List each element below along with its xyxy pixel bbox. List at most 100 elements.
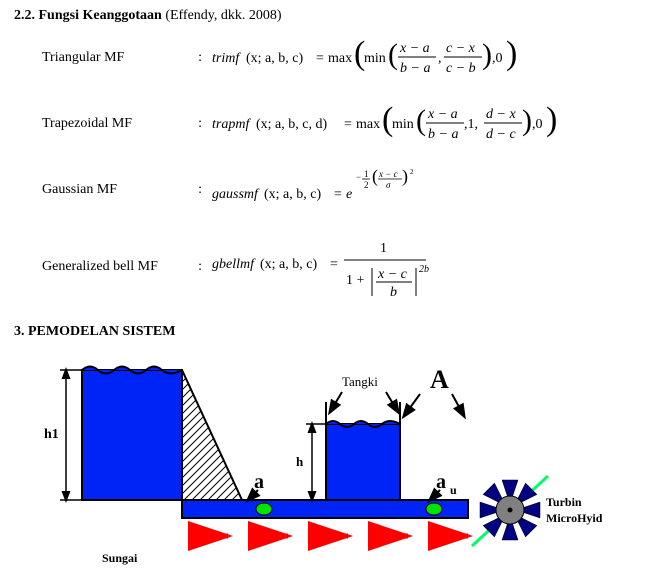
mf-label: Triangular MF :: [42, 50, 212, 66]
svg-text:): ): [402, 166, 408, 187]
svg-text:,: ,: [438, 51, 442, 66]
mf-label: Trapezoidal MF :: [42, 116, 212, 132]
svg-text:): ): [506, 35, 517, 72]
section-number: 2.2.: [14, 8, 35, 23]
section-heading: 2.2. Fungsi Keanggotaan (Effendy, dkk. 2…: [14, 8, 631, 24]
svg-text:−: −: [356, 172, 361, 182]
svg-text:): ): [522, 104, 532, 137]
label-tangki: Tangki: [342, 374, 378, 389]
svg-text:): ): [546, 101, 557, 138]
svg-text:(: (: [388, 38, 398, 71]
svg-text:,0: ,0: [532, 117, 543, 132]
svg-text:x − c: x − c: [378, 169, 398, 179]
mf-colon: :: [198, 116, 202, 132]
svg-text:d − x: d − x: [486, 107, 516, 122]
svg-text:a: a: [436, 471, 446, 493]
mf-row-triangular: Triangular MF : trimf (x; a, b, c) = max…: [42, 34, 631, 82]
mf-label: Gaussian MF :: [42, 182, 212, 198]
reservoir-sungai: [82, 367, 182, 501]
label-sungai: Sungai: [102, 551, 138, 565]
svg-text:e: e: [346, 187, 352, 202]
mf-label-text: Trapezoidal MF: [42, 116, 132, 132]
label-turbin1: Turbin: [546, 495, 582, 509]
fn-max: max: [328, 51, 352, 66]
svg-text:1: 1: [364, 169, 369, 179]
svg-text:gaussmf: gaussmf: [212, 187, 260, 202]
section-title-text: Fungsi Keanggotaan: [39, 8, 162, 23]
fn-eq: =: [316, 51, 324, 66]
fn-min: min: [364, 51, 386, 66]
mf-definitions: Triangular MF : trimf (x; a, b, c) = max…: [42, 34, 631, 302]
svg-text:1: 1: [380, 241, 387, 256]
section3-heading: 3. PEMODELAN SISTEM: [14, 324, 631, 340]
mf-formula-gauss: gaussmf (x; a, b, c) = e − 1 2 ( x − c σ: [212, 166, 631, 214]
svg-text:x − c: x − c: [377, 267, 408, 282]
dimension-h: [306, 424, 326, 500]
mf-colon: :: [198, 182, 202, 198]
system-diagram: h1 h Tangki A a a u: [42, 346, 631, 571]
svg-text:(x; a, b, c, d): (x; a, b, c, d): [256, 117, 327, 132]
mf-row-trapezoidal: Trapezoidal MF : trapmf (x; a, b, c, d) …: [42, 100, 631, 148]
svg-text:x − a: x − a: [427, 107, 458, 122]
svg-text:b − a: b − a: [428, 127, 458, 142]
svg-text:=: =: [330, 257, 338, 272]
mf-colon: :: [198, 259, 202, 275]
arrow-A-left: [404, 394, 420, 416]
svg-text:c − x: c − x: [446, 41, 476, 56]
svg-text:min: min: [392, 117, 414, 132]
svg-text:d − c: d − c: [486, 127, 516, 142]
svg-text:x − a: x − a: [399, 41, 430, 56]
svg-text:): ): [482, 38, 492, 71]
fn-name: trimf: [212, 51, 241, 66]
mf-formula-gbell: gbellmf (x; a, b, c) = 1 1 + x − c b 2b: [212, 232, 631, 302]
svg-text:b: b: [390, 285, 397, 300]
svg-text:2: 2: [364, 180, 369, 190]
svg-text:max: max: [356, 117, 380, 132]
mf-label: Generalized bell MF :: [42, 259, 212, 275]
label-turbin2: MicroHyidro: [546, 511, 602, 525]
svg-text:1 +: 1 +: [346, 273, 365, 288]
label-A: A: [430, 365, 449, 394]
valve-a: [256, 503, 272, 515]
svg-text:=: =: [344, 117, 352, 132]
svg-text:(: (: [372, 166, 378, 187]
label-h1: h1: [44, 427, 59, 442]
mf-formula-trapmf: trapmf (x; a, b, c, d) = max ( min ( x −…: [212, 100, 631, 148]
svg-text:2: 2: [410, 168, 414, 176]
arrow-tangki-left: [330, 392, 342, 412]
svg-text:u: u: [450, 483, 457, 497]
svg-text:σ: σ: [386, 180, 391, 190]
svg-text:b − a: b − a: [400, 61, 430, 76]
arrow-au: [430, 490, 440, 500]
svg-text:(: (: [416, 104, 426, 137]
label-a: a: [254, 471, 264, 493]
svg-text:c − b: c − b: [446, 61, 476, 76]
mf-label-text: Triangular MF: [42, 50, 124, 66]
mf-row-gbell: Generalized bell MF : gbellmf (x; a, b, …: [42, 232, 631, 302]
mf-row-gaussian: Gaussian MF : gaussmf (x; a, b, c) = e −…: [42, 166, 631, 214]
svg-text:2b: 2b: [419, 264, 429, 275]
fn-args: (x; a, b, c): [246, 51, 303, 66]
label-h: h: [296, 454, 304, 469]
pipe: [182, 500, 468, 518]
svg-text:trapmf: trapmf: [212, 117, 251, 132]
mf-formula-trimf: trimf (x; a, b, c) = max ( min ( x − a b…: [212, 34, 631, 82]
svg-text:gbellmf: gbellmf: [212, 257, 256, 272]
mf-label-text: Generalized bell MF: [42, 259, 158, 275]
label-au: a u: [436, 471, 457, 497]
mf-label-text: Gaussian MF: [42, 182, 117, 198]
turbine: [472, 476, 548, 546]
dimension-h1: [60, 370, 82, 500]
svg-text:=: =: [334, 187, 342, 202]
mf-colon: :: [198, 50, 202, 66]
arrow-a: [248, 490, 258, 500]
dam-wall: [182, 370, 242, 500]
section-citation: (Effendy, dkk. 2008): [165, 8, 281, 23]
svg-text:,0: ,0: [492, 51, 503, 66]
arrow-tangki-right: [386, 392, 398, 412]
tank: [326, 402, 400, 500]
svg-text:(x; a, b, c): (x; a, b, c): [260, 257, 317, 272]
arrow-A-right: [452, 394, 464, 416]
svg-text:(x; a, b, c): (x; a, b, c): [264, 187, 321, 202]
valve-au: [426, 503, 442, 515]
